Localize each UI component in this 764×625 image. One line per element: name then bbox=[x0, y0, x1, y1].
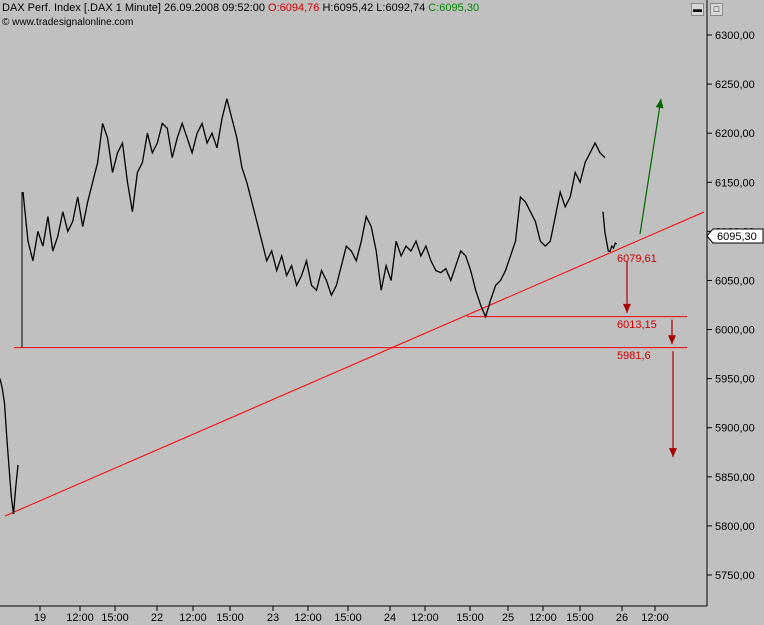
x-tick-label: 12:00 bbox=[294, 612, 322, 624]
low-label: L:6092,74 bbox=[376, 2, 426, 14]
symbol-label: DAX Perf. Index [.DAX 1 Minute] bbox=[2, 2, 161, 14]
arrow-down-5981-head bbox=[668, 335, 676, 345]
x-tick-label: 15:00 bbox=[456, 612, 484, 624]
trendline-label: 6079,61 bbox=[617, 253, 657, 265]
x-tick-label: 12:00 bbox=[179, 612, 207, 624]
y-tick-label: 6000,00 bbox=[715, 325, 755, 337]
price-line-day26 bbox=[602, 211, 618, 253]
x-tick-label: 19 bbox=[34, 612, 46, 624]
price-series bbox=[0, 98, 618, 515]
y-tick-label: 5850,00 bbox=[715, 472, 755, 484]
close-label: C:6095,30 bbox=[428, 2, 480, 14]
y-tick-label: 6200,00 bbox=[715, 128, 755, 140]
minimize-icon[interactable]: ▬ bbox=[691, 3, 704, 16]
current-price-marker bbox=[706, 228, 764, 244]
arrow-up-target bbox=[639, 98, 662, 235]
x-tick-label: 12:00 bbox=[641, 612, 669, 624]
y-tick-label: 6150,00 bbox=[715, 177, 755, 189]
x-tick-label: 25 bbox=[502, 612, 514, 624]
x-axis: 19 12:00 15:00 22 12:00 15:00 23 12:00 15:00 24 12… bbox=[34, 606, 669, 624]
target-arrows bbox=[623, 98, 677, 458]
x-tick-label: 24 bbox=[384, 612, 396, 624]
arrow-down-6013-head bbox=[623, 303, 631, 313]
y-tick-label: 5800,00 bbox=[715, 521, 755, 533]
open-label: O:6094,76 bbox=[268, 2, 320, 14]
high-label: H:6095,42 bbox=[322, 2, 374, 14]
x-tick-label: 15:00 bbox=[566, 612, 594, 624]
x-tick-label: 12:00 bbox=[66, 612, 94, 624]
reference-lines bbox=[4, 211, 705, 517]
support-label-6013: 6013,15 bbox=[617, 319, 657, 331]
source-label: © www.tradesignalonline.com bbox=[2, 17, 134, 28]
y-tick-label: 6300,00 bbox=[715, 30, 755, 42]
x-tick-label: 12:00 bbox=[529, 612, 557, 624]
support-label-5981: 5981,6 bbox=[617, 350, 651, 362]
price-line-day19 bbox=[0, 378, 19, 515]
arrow-down-5870-head bbox=[669, 448, 677, 458]
x-tick-label: 22 bbox=[151, 612, 163, 624]
level-labels: 6079,61 6013,15 5981,6 6095,30 bbox=[617, 228, 764, 362]
x-tick-label: 12:00 bbox=[411, 612, 439, 624]
trendline bbox=[4, 211, 705, 517]
y-tick-label: 5750,00 bbox=[715, 570, 755, 582]
y-tick-label: 5900,00 bbox=[715, 423, 755, 435]
y-tick-label: 5950,00 bbox=[715, 374, 755, 386]
datetime-label: 26.09.2008 09:52:00 bbox=[164, 2, 265, 14]
y-tick-label: 6250,00 bbox=[715, 79, 755, 91]
y-tick-label: 6050,00 bbox=[715, 275, 755, 287]
current-price-label: 6095,30 bbox=[717, 231, 757, 243]
arrow-up-target-head bbox=[655, 98, 664, 109]
x-tick-label: 15:00 bbox=[101, 612, 129, 624]
y-axis: 6300,006250,006200,006150,006100,006050,… bbox=[707, 30, 755, 582]
chart-header: DAX Perf. Index [.DAX 1 Minute] 26.09.20… bbox=[2, 2, 479, 14]
maximize-icon[interactable]: □ bbox=[710, 3, 723, 16]
x-tick-label: 26 bbox=[616, 612, 628, 624]
x-tick-label: 15:00 bbox=[334, 612, 362, 624]
price-line-main bbox=[22, 98, 606, 319]
x-tick-label: 23 bbox=[267, 612, 279, 624]
x-tick-label: 15:00 bbox=[216, 612, 244, 624]
